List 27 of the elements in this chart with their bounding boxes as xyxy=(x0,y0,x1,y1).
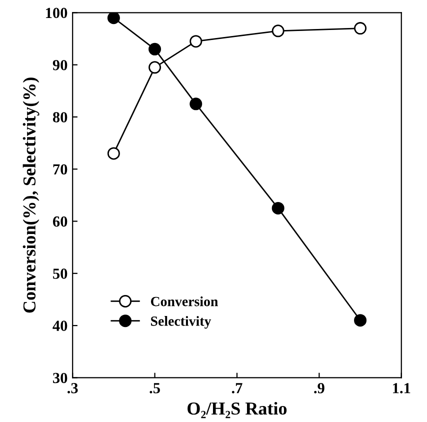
point xyxy=(107,12,120,24)
point xyxy=(148,42,162,56)
x-tick-label: 1.1 xyxy=(393,383,410,394)
point xyxy=(148,61,162,74)
x-tick-label: .7 xyxy=(232,383,242,394)
y-tick-label: 60 xyxy=(52,216,68,227)
y-tick-label: 40 xyxy=(52,320,68,331)
y-axis-title: Conversion(%), Selectivity(%) xyxy=(22,78,40,313)
y-tick-label: 30 xyxy=(53,372,68,384)
point xyxy=(107,147,120,160)
y-tick-label: 80 xyxy=(52,112,68,122)
point xyxy=(272,24,284,38)
x-tick-label: .3 xyxy=(68,383,78,394)
x-tick-label: .5 xyxy=(150,383,160,394)
legend-label: Selectivity xyxy=(151,316,212,329)
point xyxy=(354,22,367,35)
point xyxy=(190,98,202,110)
x-tick-label: .9 xyxy=(314,383,324,394)
y-tick-label: 90 xyxy=(52,60,68,70)
point xyxy=(354,314,367,327)
y-tick-label: 70 xyxy=(53,164,68,175)
y-tick-label: 100 xyxy=(46,8,68,18)
point xyxy=(190,35,202,48)
x-axis-title: O₂/H₂S Ratio xyxy=(188,402,287,418)
point xyxy=(272,202,284,214)
legend-label: Conversion xyxy=(150,296,218,306)
y-tick-label: 50 xyxy=(53,268,68,279)
